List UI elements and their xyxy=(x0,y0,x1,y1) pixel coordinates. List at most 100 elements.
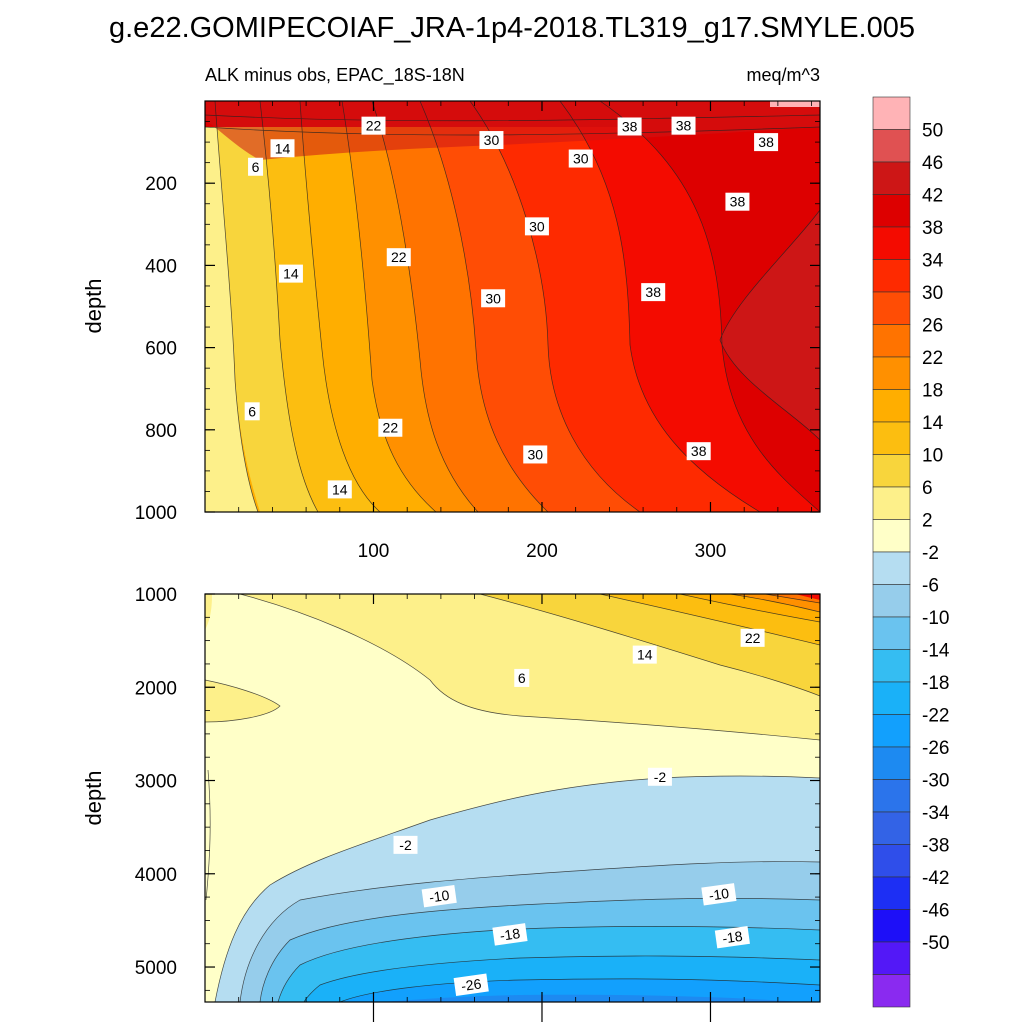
colorbar-label: -22 xyxy=(922,706,949,727)
contour-label: 14 xyxy=(632,645,657,664)
contour-label: -18 xyxy=(492,923,528,946)
contour-label-text: 30 xyxy=(527,446,543,462)
contour-label: 6 xyxy=(514,668,530,687)
bottom-axis-ticks: 1000 2000 3000 4000 5000 xyxy=(135,585,820,1022)
bottom-contour-field xyxy=(205,594,820,1002)
colorbar-label: 2 xyxy=(922,511,933,532)
contour-label-text: 38 xyxy=(691,443,707,459)
contour-label: 38 xyxy=(725,192,750,211)
colorbar: 50 46 42 38 34 30 26 22 18 14 10 6 2 -2 -6 -10 -14 -18 -22… xyxy=(872,96,950,1008)
contour-label-text: 22 xyxy=(383,420,399,436)
colorbar-label: 50 xyxy=(922,121,943,142)
contour-label-bg xyxy=(378,418,403,437)
contour-label-text: -10 xyxy=(428,887,450,906)
contour-label: 38 xyxy=(617,117,642,136)
contour-label: 30 xyxy=(481,289,506,308)
contour-label-bg xyxy=(524,217,549,236)
contour-label-bg xyxy=(725,192,750,211)
contour-label-text: 38 xyxy=(676,118,692,134)
contour-label: -18 xyxy=(714,925,750,949)
colorbar-label: 6 xyxy=(922,478,933,499)
colorbar-swatch xyxy=(872,226,911,260)
contour-label-bg xyxy=(453,973,489,996)
colorbar-label: 46 xyxy=(922,153,943,174)
colorbar-swatch xyxy=(872,551,911,585)
colorbar-label: 22 xyxy=(922,348,943,369)
contour-label-text: 22 xyxy=(745,630,761,646)
colorbar-swatch xyxy=(872,194,911,228)
contour-label-bg xyxy=(278,264,303,283)
colorbar-swatch xyxy=(872,356,911,390)
colorbar-swatch xyxy=(872,519,911,553)
contour-label-text: 6 xyxy=(252,159,260,175)
colorbar-label: 26 xyxy=(922,316,943,337)
contour-label-bg xyxy=(523,445,548,464)
contour-label-text: 30 xyxy=(485,290,501,306)
contour-label: -2 xyxy=(647,767,672,786)
colorbar-swatch xyxy=(872,421,911,455)
bottom-contour-labels: 22 14 6 -2 -2 -10 -10 -18 -18 -26 xyxy=(393,628,765,996)
top-y-axis-label: depth xyxy=(81,278,106,333)
contour-label-text: -2 xyxy=(654,769,667,785)
colorbar-swatch xyxy=(872,616,911,650)
top-contour-field xyxy=(205,101,820,512)
contour-label: 6 xyxy=(248,157,264,176)
contour-label: -2 xyxy=(393,835,418,854)
contour-label-bg xyxy=(701,883,737,906)
contour-label-text: -26 xyxy=(460,975,482,994)
y-tick-label: 2000 xyxy=(135,678,177,699)
colorbar-swatch xyxy=(872,746,911,780)
contour-label: 30 xyxy=(479,131,504,150)
contour-label-bg xyxy=(248,157,264,176)
contour-label-bg xyxy=(492,923,528,946)
colorbar-swatch xyxy=(872,129,911,163)
colorbar-label: 14 xyxy=(922,413,944,434)
colorbar-label: 34 xyxy=(922,251,944,272)
contour-label-text: 22 xyxy=(366,118,382,134)
colorbar-swatch xyxy=(872,161,911,195)
contour-label-text: 38 xyxy=(622,118,638,134)
colorbar-swatch xyxy=(872,941,911,975)
contour-label: 6 xyxy=(244,402,260,421)
colorbar-label: -30 xyxy=(922,771,949,792)
contour-label-bg xyxy=(740,628,765,647)
contour-label-text: 14 xyxy=(637,647,653,663)
y-tick-label: 5000 xyxy=(135,958,177,979)
contour-label: -26 xyxy=(453,973,489,996)
bottom-plot-frame xyxy=(204,593,821,1003)
contour-label-text: -2 xyxy=(399,837,412,853)
y-tick-label: 800 xyxy=(145,421,177,442)
contour-label-text: 38 xyxy=(758,134,774,150)
contour-label-text: 30 xyxy=(573,151,589,167)
contour-label-bg xyxy=(671,116,696,135)
colorbar-swatch xyxy=(872,324,911,358)
y-tick-label: 400 xyxy=(145,256,177,277)
contour-label-bg xyxy=(361,116,386,135)
colorbar-swatch xyxy=(872,779,911,813)
colorbar-label: 30 xyxy=(922,283,943,304)
y-tick-label: 1000 xyxy=(135,503,177,524)
colorbar-label: -10 xyxy=(922,608,949,629)
contour-label-bg xyxy=(479,131,504,150)
colorbar-swatch xyxy=(872,811,911,845)
contour-label: 30 xyxy=(523,445,548,464)
contour-label-bg xyxy=(568,149,593,168)
contour-label-text: 38 xyxy=(645,284,661,300)
contour-label: 30 xyxy=(568,149,593,168)
colorbar-swatch xyxy=(872,974,911,1008)
top-contour-labels: 22 14 30 38 38 38 30 6 38 30 22 14 38 30 6 22 30 38 14 xyxy=(244,116,779,499)
contour-label-bg xyxy=(327,480,352,499)
contour-label-text: 6 xyxy=(518,670,526,686)
contour-label: -10 xyxy=(421,884,457,908)
contour-label: 22 xyxy=(386,248,411,267)
contour-label-bg xyxy=(714,925,750,949)
contour-label: 14 xyxy=(278,264,303,283)
colorbar-label: 38 xyxy=(922,218,943,239)
y-tick-label: 1000 xyxy=(135,585,177,606)
contour-label: -10 xyxy=(701,883,737,906)
colorbar-swatch xyxy=(872,681,911,715)
contour-label-bg xyxy=(244,402,260,421)
colorbar-label: -14 xyxy=(922,641,950,662)
contour-label-text: -18 xyxy=(499,925,521,944)
